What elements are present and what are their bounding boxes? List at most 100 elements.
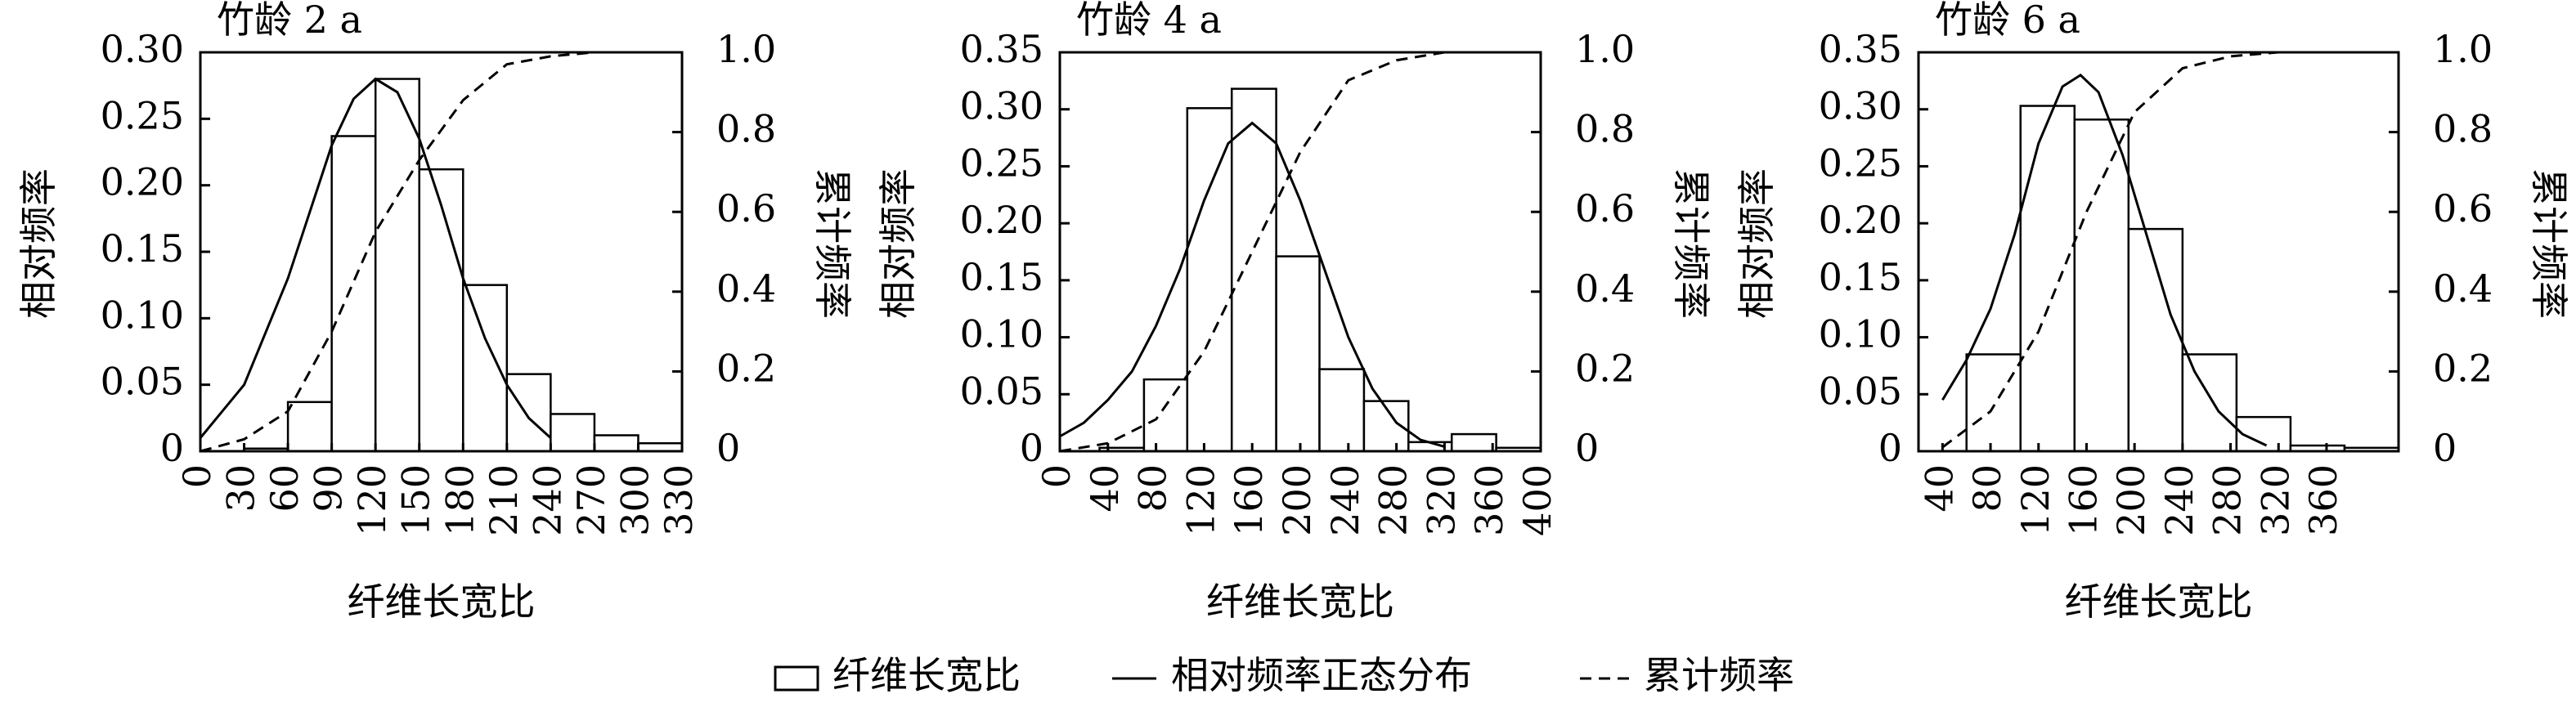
panel-title: 竹龄 4 a: [1076, 0, 1222, 42]
bar: [1965, 353, 2022, 453]
legend-label: 相对频率正态分布: [1171, 653, 1472, 697]
bar: [330, 135, 377, 453]
bar: [1450, 432, 1497, 453]
plot-frame: [1917, 51, 2400, 453]
x-tick-label: 60: [263, 464, 307, 513]
x-tick-label: 240: [1323, 464, 1367, 536]
y-tick-label: 0.05: [101, 360, 184, 404]
x-tick-label: 150: [394, 464, 438, 536]
y2-tick-label: 0.4: [2433, 266, 2493, 311]
y2-tick-label: 0.2: [1575, 346, 1635, 390]
x-tick-label: 160: [2061, 464, 2105, 536]
normal-curve: [1941, 73, 2268, 447]
bar: [1142, 378, 1189, 453]
y2-tick-label: 0.6: [1575, 186, 1635, 231]
y2-tick-label: 0.4: [1575, 266, 1635, 311]
x-axis-label: 纤维长宽比: [1206, 580, 1394, 624]
y2-tick-label: 0.6: [2433, 186, 2493, 231]
y2-tick-label: 0.2: [716, 346, 776, 390]
x-tick-label: 280: [1371, 464, 1416, 536]
x-tick-label: 180: [438, 464, 482, 536]
y2-axis-label: 累计频率: [1669, 168, 1713, 319]
x-tick-label: 360: [2301, 464, 2345, 536]
x-tick-label: 120: [1178, 464, 1223, 536]
y-tick-label: 0.10: [101, 293, 184, 337]
bar: [1318, 368, 1366, 453]
y-tick-label: 0.05: [960, 369, 1043, 413]
y-axis-label: 相对频率: [1735, 168, 1779, 319]
x-tick-label: 330: [657, 464, 701, 536]
normal-curve: [1059, 121, 1445, 448]
y2-tick-label: 0.6: [716, 186, 776, 231]
bar: [418, 168, 464, 453]
legend-label: 纤维长宽比: [832, 653, 1021, 697]
y2-tick-label: 0.8: [2433, 107, 2493, 151]
y2-tick-label: 0: [1575, 426, 1599, 470]
y-tick-label: 0.25: [1819, 141, 1902, 185]
y-tick-label: 0: [1878, 426, 1902, 470]
cumulative-line: [200, 51, 682, 453]
x-tick-label: 160: [1227, 464, 1271, 536]
y2-axis-label: 累计频率: [810, 168, 855, 319]
bar: [1275, 255, 1321, 453]
x-tick-label: 0: [175, 464, 219, 488]
x-tick-label: 360: [1467, 464, 1511, 536]
y-tick-label: 0.15: [101, 226, 184, 271]
x-tick-label: 200: [2109, 464, 2153, 536]
y-axis-label: 相对频率: [16, 168, 61, 319]
x-tick-label: 210: [482, 464, 526, 536]
y-tick-label: 0.25: [101, 93, 184, 137]
bar: [2181, 353, 2238, 453]
x-tick-label: 40: [1083, 464, 1127, 513]
bar: [2019, 105, 2076, 453]
y-tick-label: 0.30: [960, 84, 1043, 128]
y-axis-label: 相对频率: [876, 168, 920, 319]
y2-tick-label: 1.0: [2433, 27, 2493, 71]
y-tick-label: 0.20: [960, 198, 1043, 242]
y-tick-label: 0.30: [1819, 84, 1902, 128]
x-tick-label: 240: [525, 464, 569, 536]
y-tick-label: 0.20: [101, 160, 184, 204]
bar: [505, 373, 552, 453]
y-tick-label: 0: [160, 426, 184, 470]
y2-tick-label: 0: [2433, 426, 2457, 470]
y-tick-label: 0.10: [1819, 312, 1902, 356]
y-tick-label: 0.30: [101, 27, 184, 71]
x-tick-label: 90: [307, 464, 351, 513]
legend-label: 累计频率: [1644, 653, 1794, 697]
y-tick-label: 0.15: [960, 255, 1043, 299]
y2-tick-label: 0.8: [1575, 107, 1635, 151]
bar: [2073, 119, 2130, 453]
y2-tick-label: 0: [716, 426, 740, 470]
bar: [1186, 107, 1233, 453]
y2-tick-label: 0.8: [716, 107, 776, 151]
y2-tick-label: 1.0: [1575, 27, 1635, 71]
normal-curve: [199, 77, 552, 439]
x-axis-label: 纤维长宽比: [2065, 580, 2253, 624]
x-tick-label: 300: [613, 464, 657, 536]
y2-axis-label: 累计频率: [2527, 168, 2571, 319]
x-tick-label: 80: [1965, 464, 2009, 513]
y-tick-label: 0.15: [1819, 255, 1902, 299]
x-tick-label: 120: [350, 464, 394, 536]
bar: [593, 434, 640, 453]
y2-tick-label: 0.2: [2433, 346, 2493, 390]
y-tick-label: 0.10: [960, 312, 1043, 356]
bar: [550, 413, 596, 453]
panel-title: 竹龄 6 a: [1935, 0, 2080, 42]
cumulative-line: [1059, 51, 1541, 453]
y-tick-label: 0.35: [1819, 27, 1902, 71]
x-tick-label: 0: [1034, 464, 1079, 488]
y2-tick-label: 1.0: [716, 27, 776, 71]
y2-tick-label: 0.4: [716, 266, 776, 311]
y-tick-label: 0: [1020, 426, 1043, 470]
x-tick-label: 80: [1131, 464, 1175, 513]
x-axis-label: 纤维长宽比: [348, 580, 536, 624]
bar: [1230, 87, 1277, 453]
x-tick-label: 30: [219, 464, 263, 513]
y-tick-label: 0.05: [1819, 369, 1902, 413]
x-tick-label: 320: [2253, 464, 2297, 536]
x-tick-label: 200: [1275, 464, 1319, 536]
x-tick-label: 120: [2013, 464, 2058, 536]
